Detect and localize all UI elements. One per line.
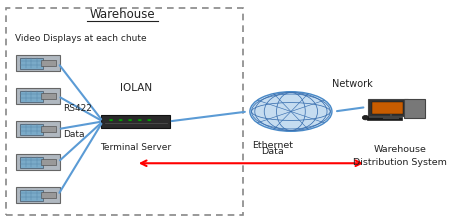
Circle shape [138, 119, 142, 121]
Text: Network: Network [332, 79, 372, 89]
Text: Ethernet: Ethernet [252, 141, 293, 150]
Circle shape [250, 92, 332, 131]
Circle shape [119, 119, 123, 121]
Text: Warehouse: Warehouse [89, 8, 155, 21]
Text: IOLAN: IOLAN [120, 83, 152, 93]
Text: Video Displays at each chute: Video Displays at each chute [15, 34, 147, 43]
FancyBboxPatch shape [20, 91, 42, 102]
FancyBboxPatch shape [41, 159, 56, 165]
FancyBboxPatch shape [41, 60, 56, 66]
Circle shape [128, 119, 132, 121]
FancyBboxPatch shape [16, 88, 60, 104]
Text: Distribution System: Distribution System [354, 158, 447, 167]
FancyBboxPatch shape [20, 190, 42, 201]
FancyBboxPatch shape [368, 99, 408, 116]
Circle shape [109, 119, 113, 121]
FancyBboxPatch shape [16, 55, 60, 71]
Text: Data: Data [261, 147, 284, 156]
Text: Terminal Server: Terminal Server [100, 143, 171, 153]
Text: Data: Data [63, 130, 84, 139]
FancyBboxPatch shape [372, 102, 403, 114]
FancyBboxPatch shape [16, 121, 60, 137]
FancyBboxPatch shape [20, 157, 42, 168]
FancyBboxPatch shape [20, 58, 42, 68]
Ellipse shape [362, 116, 369, 120]
FancyBboxPatch shape [41, 192, 56, 198]
FancyBboxPatch shape [20, 124, 42, 135]
FancyBboxPatch shape [404, 99, 425, 118]
FancyBboxPatch shape [367, 117, 402, 120]
FancyBboxPatch shape [41, 93, 56, 99]
Circle shape [148, 119, 151, 121]
Text: RS422: RS422 [63, 104, 92, 113]
FancyBboxPatch shape [41, 126, 56, 132]
FancyBboxPatch shape [101, 115, 170, 128]
FancyBboxPatch shape [16, 188, 60, 203]
FancyBboxPatch shape [16, 155, 60, 170]
Text: Warehouse: Warehouse [374, 145, 427, 155]
